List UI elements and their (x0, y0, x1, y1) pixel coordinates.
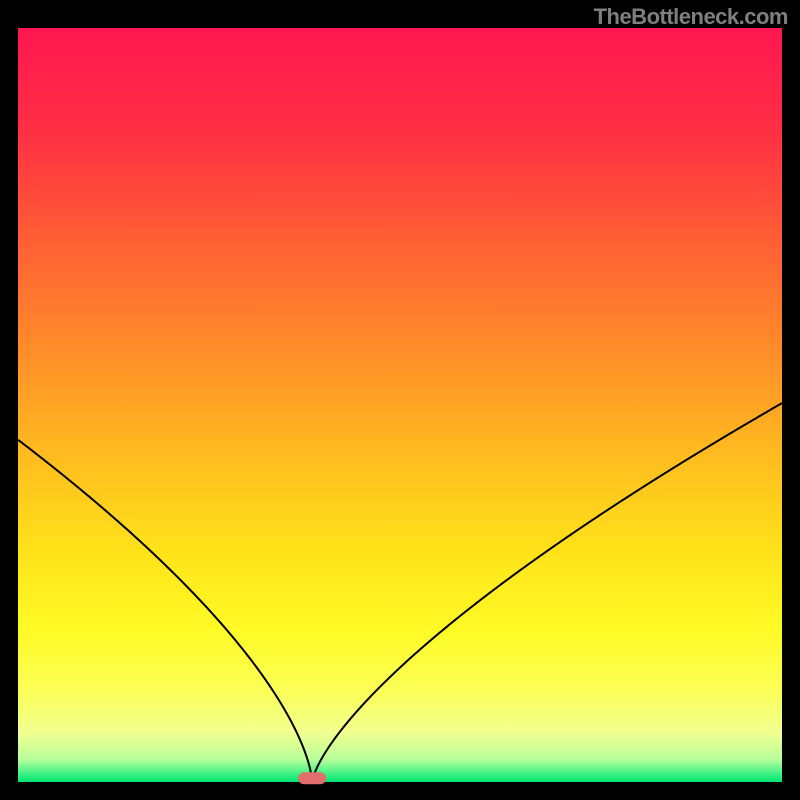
watermark: TheBottleneck.com (594, 4, 788, 30)
bottleneck-chart (0, 0, 800, 800)
minimum-marker (298, 772, 326, 784)
chart-frame: TheBottleneck.com (0, 0, 800, 800)
